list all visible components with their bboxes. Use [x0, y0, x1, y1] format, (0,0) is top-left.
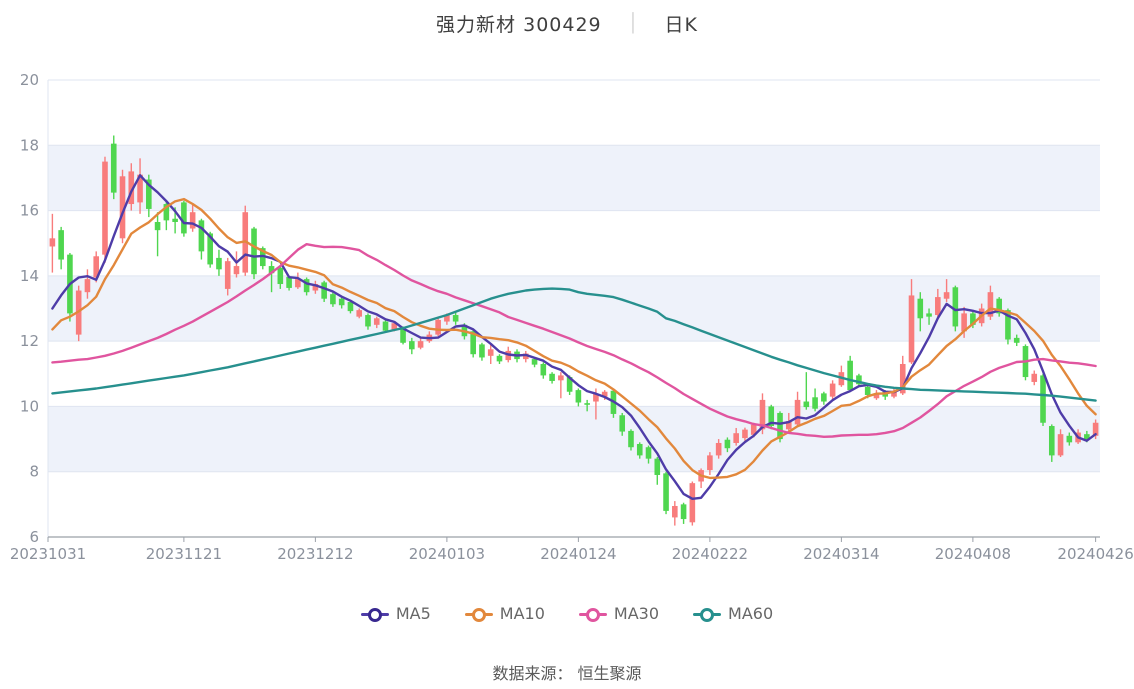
legend-label: MA60 [728, 604, 774, 623]
ma-line-ma5 [51, 174, 1097, 500]
ma-line-ma30 [51, 243, 1097, 438]
svg-text:10: 10 [20, 397, 39, 415]
ma-line-ma60 [51, 287, 1097, 402]
svg-text:20240314: 20240314 [803, 545, 879, 563]
legend-item-ma5[interactable]: MA5 [360, 604, 431, 623]
svg-text:20231031: 20231031 [10, 545, 86, 563]
legend: MA5 MA10 MA30 MA60 [0, 604, 1134, 623]
svg-text:20240426: 20240426 [1057, 545, 1133, 563]
svg-text:20231212: 20231212 [277, 545, 353, 563]
svg-text:20240408: 20240408 [935, 545, 1011, 563]
svg-text:20231121: 20231121 [146, 545, 222, 563]
svg-text:16: 16 [20, 202, 39, 220]
legend-marker-icon [693, 607, 722, 622]
chart-title: 强力新材 300429 │ 日K [0, 10, 1134, 37]
y-axis-labels: 20 18 16 14 12 10 8 6 [20, 71, 39, 546]
legend-marker-icon [360, 607, 389, 622]
svg-text:20: 20 [20, 71, 39, 89]
legend-item-ma60[interactable]: MA60 [693, 604, 773, 623]
svg-text:8: 8 [29, 463, 39, 481]
legend-item-ma30[interactable]: MA30 [578, 604, 660, 623]
svg-text:12: 12 [20, 332, 39, 350]
legend-item-ma10[interactable]: MA10 [464, 604, 545, 623]
ma-line-ma10 [51, 197, 1097, 480]
svg-text:14: 14 [20, 267, 39, 285]
legend-marker-icon [464, 607, 493, 622]
x-axis: 20231031 20231121 20231212 20240103 20240124… [10, 536, 1134, 563]
svg-text:6: 6 [29, 528, 39, 546]
period-label: 日K [664, 14, 698, 36]
legend-marker-icon [578, 607, 607, 622]
legend-label: MA30 [613, 604, 660, 623]
svg-text:20240103: 20240103 [409, 545, 485, 563]
background-bands [48, 145, 1100, 472]
svg-text:20240124: 20240124 [540, 545, 616, 563]
legend-label: MA5 [395, 604, 431, 623]
data-source-note: 数据来源： 恒生聚源 [492, 664, 642, 683]
legend-label: MA10 [499, 604, 545, 623]
stock-name-and-code: 强力新材 300429 [436, 14, 602, 36]
svg-text:18: 18 [20, 136, 39, 154]
svg-text:20240222: 20240222 [672, 545, 748, 563]
title-separator: │ [627, 13, 639, 34]
